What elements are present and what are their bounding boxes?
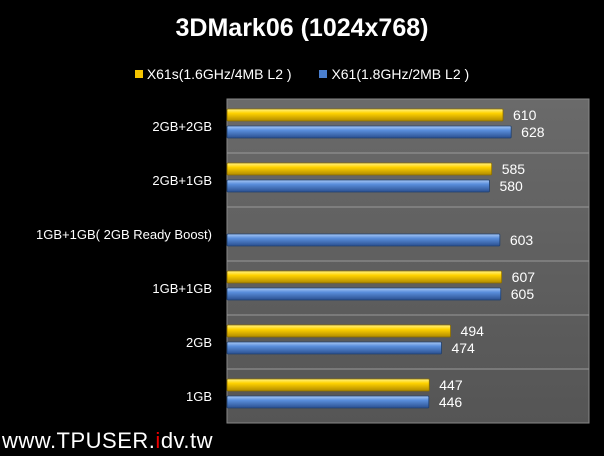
legend-swatch [319, 70, 328, 78]
bar-x61s [226, 162, 493, 176]
legend: X61s(1.6GHz/4MB L2 ) X61(1.8GHz/2MB L2 ) [0, 66, 604, 82]
watermark-suffix: dv.tw [160, 428, 214, 453]
legend-label: X61(1.8GHz/2MB L2 ) [331, 66, 470, 82]
chart-title: 3DMark06 (1024x768) [175, 14, 429, 42]
category-label: 1GB+1GB( 2GB Ready Boost) [36, 227, 212, 242]
bar-x61 [226, 125, 512, 139]
category-label: 1GB+1GB [152, 281, 212, 296]
bar-x61 [226, 287, 502, 301]
category-label: 2GB+1GB [152, 173, 212, 188]
data-label: 585 [502, 161, 526, 177]
data-label: 447 [439, 377, 463, 393]
data-label: 607 [512, 269, 536, 285]
data-label: 474 [451, 340, 475, 356]
legend-label: X61s(1.6GHz/4MB L2 ) [146, 66, 292, 82]
bar-x61 [226, 395, 430, 409]
watermark: www.TPUSER.idv.tw [2, 428, 213, 454]
bar-x61s [226, 378, 430, 392]
category-label: 1GB [186, 389, 212, 404]
data-label: 628 [521, 124, 545, 140]
bar-x61 [226, 233, 501, 247]
watermark-text: www.TPUSER. [2, 428, 156, 453]
legend-item-x61s: X61s(1.6GHz/4MB L2 ) [134, 66, 292, 82]
legend-swatch [134, 70, 143, 78]
data-label: 605 [511, 286, 535, 302]
bar-x61s [226, 108, 504, 122]
category-label: 2GB [186, 335, 212, 350]
data-label: 580 [499, 178, 523, 194]
data-label: 603 [510, 232, 534, 248]
watermark-red: i [155, 428, 161, 453]
bar-x61 [226, 179, 490, 193]
legend-item-x61: X61(1.8GHz/2MB L2 ) [319, 66, 469, 82]
data-label: 494 [461, 323, 485, 339]
data-label: 610 [513, 107, 537, 123]
data-label: 446 [439, 394, 463, 410]
bar-x61s [226, 324, 451, 338]
category-label: 2GB+2GB [152, 119, 212, 134]
bar-x61s [226, 270, 503, 284]
bar-x61 [226, 341, 442, 355]
